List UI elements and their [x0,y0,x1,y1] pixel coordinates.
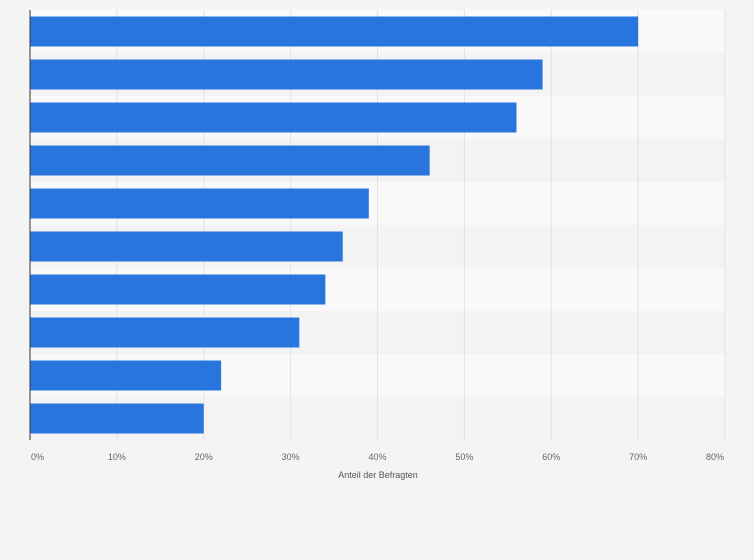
x-tick-labels: 0% 10% 20% 30% 40% 50% 60% 70% 80% [31,452,724,462]
bar[interactable] [30,59,543,90]
bar[interactable] [30,231,343,262]
bar[interactable] [30,274,326,305]
x-tick-label: 60% [542,452,560,462]
bar[interactable] [30,16,639,47]
bar[interactable] [30,360,222,391]
x-tick-label: 20% [195,452,213,462]
x-tick-label: 40% [368,452,386,462]
bars [30,16,639,434]
bar[interactable] [30,317,300,348]
bar[interactable] [30,403,204,434]
bar[interactable] [30,102,517,133]
x-tick-label: 30% [282,452,300,462]
x-tick-label: 50% [455,452,473,462]
x-tick-label: 70% [629,452,647,462]
bar[interactable] [30,145,430,176]
x-tick-label: 80% [706,452,724,462]
bar[interactable] [30,188,369,219]
x-tick-label: 0% [31,452,44,462]
x-axis-title: Anteil der Befragten [338,470,418,480]
x-tick-label: 10% [108,452,126,462]
